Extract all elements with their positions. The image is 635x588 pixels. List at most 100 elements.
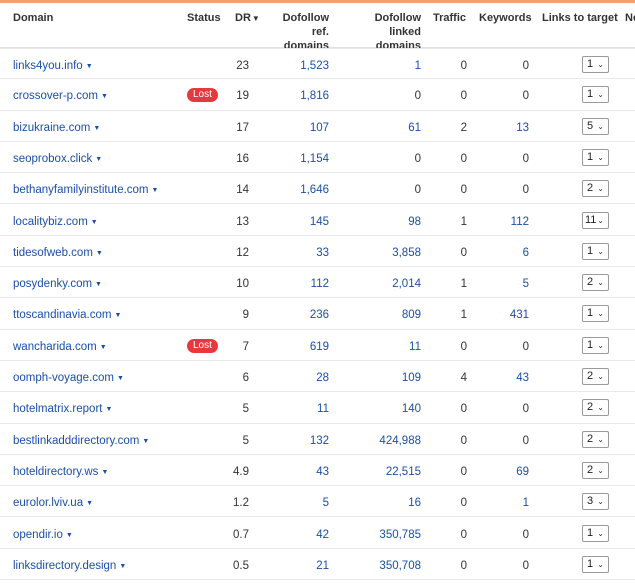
- domain-link[interactable]: bizukraine.com ▼: [13, 121, 100, 136]
- chevron-down-icon[interactable]: ▼: [105, 406, 113, 414]
- links-to-target-dropdown[interactable]: 1 ⌄: [582, 148, 609, 166]
- dofollow-ref-domains-link[interactable]: 5: [322, 497, 329, 510]
- links-to-target-dropdown[interactable]: 2 ⌄: [582, 180, 609, 198]
- domain-link[interactable]: ttoscandinavia.com ▼: [13, 308, 121, 323]
- domain-name[interactable]: eurolor.lviv.ua: [13, 497, 84, 510]
- dofollow-ref-domains-link[interactable]: 1,154: [300, 152, 329, 165]
- keywords-link[interactable]: 431: [509, 309, 529, 322]
- links-to-target-dropdown[interactable]: 3 ⌄: [582, 493, 609, 511]
- domain-name[interactable]: ttoscandinavia.com: [13, 309, 112, 322]
- links-to-target-dropdown[interactable]: 2 ⌄: [582, 461, 609, 479]
- dofollow-linked-domains-link[interactable]: 2,014: [392, 278, 421, 291]
- dofollow-ref-domains-link[interactable]: 112: [310, 278, 329, 291]
- domain-name[interactable]: hoteldirectory.ws: [13, 465, 99, 478]
- dofollow-linked-domains-link[interactable]: 11: [409, 340, 421, 353]
- keywords-link[interactable]: 69: [516, 465, 529, 478]
- dofollow-ref-domains-link[interactable]: 11: [317, 403, 329, 416]
- domain-link[interactable]: bestlinkadddirectory.com ▼: [13, 434, 149, 449]
- domain-link[interactable]: crossover-p.com ▼: [13, 89, 108, 104]
- domain-link[interactable]: posydenky.com ▼: [13, 277, 102, 292]
- chevron-down-icon[interactable]: ▼: [65, 531, 73, 539]
- chevron-down-icon[interactable]: ▼: [95, 249, 103, 257]
- keywords-link[interactable]: 13: [516, 121, 529, 134]
- keywords-link[interactable]: 1: [522, 497, 529, 510]
- domain-link[interactable]: eurolor.lviv.ua ▼: [13, 496, 93, 511]
- dofollow-ref-domains-link[interactable]: 43: [316, 465, 329, 478]
- dofollow-ref-domains-link[interactable]: 132: [309, 434, 329, 447]
- links-to-target-dropdown[interactable]: 1 ⌄: [582, 56, 609, 73]
- keywords-link[interactable]: 6: [522, 246, 529, 259]
- column-header-dofollow-ref-domains[interactable]: Dofollow ref. domains: [282, 12, 329, 52]
- links-to-target-dropdown[interactable]: 11 ⌄: [582, 211, 609, 229]
- dofollow-linked-domains-link[interactable]: 140: [401, 403, 421, 416]
- domain-link[interactable]: opendir.io ▼: [13, 528, 73, 543]
- dofollow-ref-domains-link[interactable]: 42: [316, 528, 329, 541]
- domain-link[interactable]: hotelmatrix.report ▼: [13, 402, 112, 417]
- chevron-down-icon[interactable]: ▼: [95, 281, 102, 289]
- domain-link[interactable]: wancharida.com ▼: [13, 340, 107, 355]
- chevron-down-icon[interactable]: ▼: [119, 562, 127, 570]
- domain-name[interactable]: hotelmatrix.report: [13, 403, 103, 416]
- links-to-target-dropdown[interactable]: 1 ⌄: [582, 524, 609, 542]
- domain-name[interactable]: tidesofweb.com: [13, 246, 93, 259]
- dofollow-linked-domains-link[interactable]: 350,708: [379, 559, 421, 572]
- domain-name[interactable]: localitybiz.com: [13, 215, 88, 228]
- domain-name[interactable]: bethanyfamilyinstitute.com: [13, 184, 149, 197]
- links-to-target-dropdown[interactable]: 1 ⌄: [582, 86, 609, 104]
- column-header-domain[interactable]: Domain: [13, 12, 54, 24]
- dofollow-linked-domains-link[interactable]: 61: [408, 121, 421, 134]
- domain-name[interactable]: oomph-voyage.com: [13, 372, 114, 384]
- domain-name[interactable]: seoprobox.click: [13, 152, 93, 165]
- dofollow-linked-domains-link[interactable]: 109: [401, 372, 421, 384]
- dofollow-linked-domains-link[interactable]: 1: [414, 60, 421, 72]
- links-to-target-dropdown[interactable]: 1 ⌄: [582, 336, 609, 354]
- dofollow-linked-domains-link[interactable]: 22,515: [385, 465, 421, 478]
- domain-name[interactable]: links4you.info: [13, 60, 83, 72]
- domain-name[interactable]: bizukraine.com: [13, 121, 91, 134]
- links-to-target-dropdown[interactable]: 2 ⌄: [582, 274, 609, 292]
- domain-name[interactable]: bestlinkadddirectory.com: [13, 434, 140, 447]
- links-to-target-dropdown[interactable]: 2 ⌄: [582, 368, 609, 385]
- domain-link[interactable]: hoteldirectory.ws ▼: [13, 465, 108, 480]
- chevron-down-icon[interactable]: ▼: [117, 375, 124, 382]
- domain-link[interactable]: links4you.info ▼: [13, 59, 93, 74]
- domain-link[interactable]: oomph-voyage.com ▼: [13, 371, 124, 386]
- chevron-down-icon[interactable]: ▼: [101, 468, 109, 476]
- domain-name[interactable]: crossover-p.com: [13, 90, 98, 103]
- chevron-down-icon[interactable]: ▼: [151, 187, 159, 195]
- column-header-dofollow-linked-domains[interactable]: Dofollow linked domains: [374, 12, 421, 52]
- dofollow-ref-domains-link[interactable]: 145: [309, 215, 329, 228]
- domain-link[interactable]: localitybiz.com ▼: [13, 215, 98, 230]
- links-to-target-dropdown[interactable]: 5 ⌄: [582, 117, 609, 135]
- dofollow-ref-domains-link[interactable]: 236: [309, 309, 329, 322]
- dofollow-linked-domains-link[interactable]: 3,858: [392, 246, 421, 259]
- column-header-links-to-target[interactable]: Links to target: [542, 12, 618, 24]
- dofollow-linked-domains-link[interactable]: 16: [408, 497, 421, 510]
- links-to-target-dropdown[interactable]: 1 ⌄: [582, 555, 609, 573]
- dofollow-ref-domains-link[interactable]: 28: [316, 372, 329, 384]
- column-header-traffic[interactable]: Traffic: [433, 12, 467, 24]
- domain-link[interactable]: seoprobox.click ▼: [13, 152, 102, 167]
- links-to-target-dropdown[interactable]: 2 ⌄: [582, 399, 609, 417]
- column-header-keywords[interactable]: Keywords: [479, 12, 532, 24]
- domain-link[interactable]: linksdirectory.design ▼: [13, 559, 126, 574]
- column-header-dr[interactable]: DR▼: [235, 11, 260, 26]
- domain-name[interactable]: wancharida.com: [13, 340, 97, 353]
- dofollow-ref-domains-link[interactable]: 1,816: [300, 90, 329, 103]
- dofollow-linked-domains-link[interactable]: 424,988: [379, 434, 421, 447]
- dofollow-linked-domains-link[interactable]: 809: [401, 309, 421, 322]
- chevron-down-icon[interactable]: ▼: [95, 155, 103, 163]
- chevron-down-icon[interactable]: ▼: [99, 343, 107, 351]
- domain-link[interactable]: bethanyfamilyinstitute.com ▼: [13, 183, 158, 198]
- dofollow-ref-domains-link[interactable]: 107: [309, 121, 329, 134]
- domain-name[interactable]: posydenky.com: [13, 278, 93, 291]
- links-to-target-dropdown[interactable]: 2 ⌄: [582, 430, 609, 448]
- chevron-down-icon[interactable]: ▼: [85, 63, 93, 70]
- dofollow-ref-domains-link[interactable]: 619: [309, 340, 329, 353]
- links-to-target-dropdown[interactable]: 1 ⌄: [582, 242, 609, 260]
- keywords-link[interactable]: 43: [516, 372, 529, 384]
- dofollow-ref-domains-link[interactable]: 1,646: [300, 184, 329, 197]
- dofollow-ref-domains-link[interactable]: 1,523: [300, 60, 329, 72]
- keywords-link[interactable]: 112: [510, 215, 529, 228]
- dofollow-linked-domains-link[interactable]: 98: [408, 215, 421, 228]
